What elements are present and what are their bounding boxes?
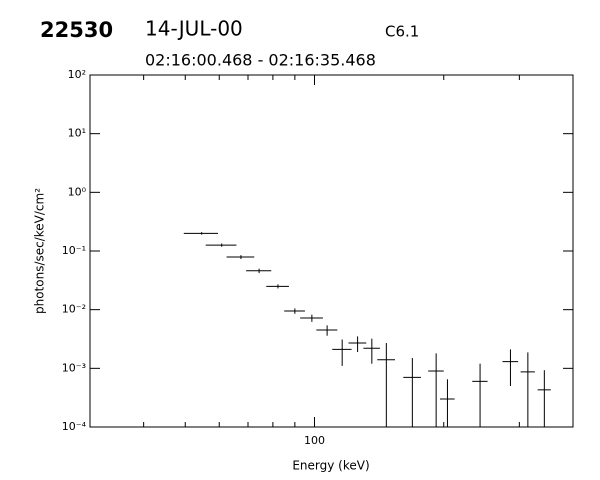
y-tick-label: 10⁻²: [62, 303, 86, 316]
y-axis-label: photons/sec/keV/cm²: [33, 188, 47, 314]
y-tick-label: 10¹: [68, 127, 86, 140]
x-tick-label: 100: [304, 434, 325, 447]
date: 14-JUL-00: [145, 17, 243, 41]
y-tick-label: 10²: [68, 68, 86, 81]
y-tick-label: 10⁻⁴: [62, 420, 87, 433]
x-axis-label: Energy (keV): [292, 459, 369, 473]
event-id: 22530: [40, 18, 113, 42]
y-tick-label: 10⁻¹: [62, 244, 86, 257]
y-tick-label: 10⁻³: [62, 361, 86, 374]
plot-frame: [89, 74, 574, 428]
subtitle: 02:16:00.468 - 02:16:35.468: [145, 51, 376, 70]
flare-class: C6.1: [385, 23, 419, 41]
y-tick-label: 10⁰: [68, 185, 87, 198]
